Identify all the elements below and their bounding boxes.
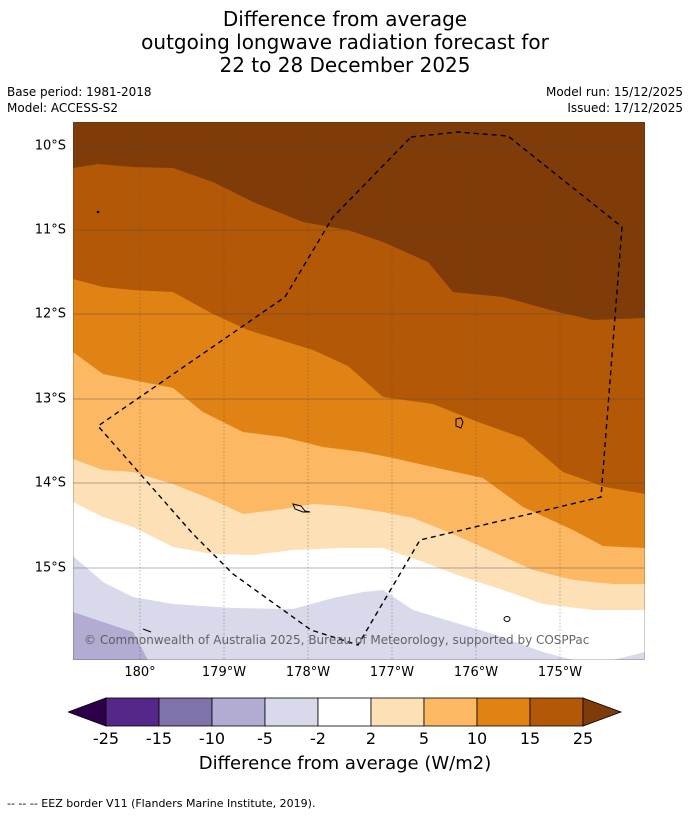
- model-run: Model run: 15/12/2025: [545, 85, 683, 99]
- colorbar-tick-10: 25: [572, 729, 594, 748]
- colorbar-tick-8: 10: [466, 729, 488, 748]
- lat-label-6: 15°S: [34, 560, 66, 576]
- island-2: [292, 503, 311, 513]
- lon-label-6: 175°W: [537, 665, 583, 680]
- lon-label-2: 179°W: [201, 665, 247, 680]
- colorbar-cell-5: [317, 697, 372, 727]
- colorbar-extend-high: [582, 697, 623, 727]
- colorbar-tick-3: -10: [198, 729, 226, 748]
- title-line-3: 22 to 28 December 2025: [219, 53, 471, 77]
- title-line-1: Difference from average: [222, 7, 468, 31]
- colorbar-cell-6: [370, 697, 425, 727]
- band-minus-5-to-minus-2-right: [613, 652, 645, 660]
- colorbar-tick-2: -15: [145, 729, 173, 748]
- lat-label-2: 11°S: [34, 222, 66, 238]
- eez-border: [96, 131, 623, 646]
- colorbar-cell-1: [105, 697, 160, 727]
- island-3: [503, 616, 511, 622]
- colorbar-tick-7: 5: [418, 729, 430, 748]
- model-name: Model: ACCESS-S2: [7, 101, 119, 115]
- colorbar-cell-9: [529, 697, 584, 727]
- lat-label-4: 13°S: [34, 391, 66, 407]
- colorbar-cell-7: [423, 697, 478, 727]
- colorbar-tick-4: -5: [257, 729, 273, 748]
- eez-footnote: -- -- -- EEZ border V11 (Flanders Marine…: [7, 797, 316, 810]
- colorbar-extend-low: [68, 697, 107, 727]
- colorbar-cell-3: [211, 697, 266, 727]
- olr-anomaly-map: [73, 122, 645, 660]
- meridians: [139, 122, 561, 660]
- base-period: Base period: 1981-2018: [7, 85, 152, 99]
- graticule: [73, 145, 645, 569]
- lat-label-3: 12°S: [34, 306, 66, 322]
- island-4: [142, 628, 152, 633]
- copyright-notice: © Commonwealth of Australia 2025, Bureau…: [84, 633, 590, 647]
- colorbar-cell-2: [158, 697, 213, 727]
- map-frame: [73, 122, 645, 660]
- colorbar-title: Difference from average (W/m2): [198, 753, 492, 774]
- lon-label-1: 180°: [124, 665, 156, 680]
- band-minus-10-to-minus-5: [73, 612, 148, 660]
- colorbar-tick-1: -25: [92, 729, 120, 748]
- colorbar-tick-6: 2: [365, 729, 377, 748]
- meta-left: Base period: 1981-2018 Model: ACCESS-S2: [7, 84, 152, 116]
- lat-label-1: 10°S: [34, 138, 66, 154]
- lon-label-3: 178°W: [285, 665, 331, 680]
- meta-right: Model run: 15/12/2025 Issued: 17/12/2025: [546, 84, 683, 116]
- lon-label-5: 176°W: [453, 665, 499, 680]
- issued-date: Issued: 17/12/2025: [567, 101, 683, 115]
- title-line-2: outgoing longwave radiation forecast for: [141, 30, 549, 54]
- colorbar-tick-9: 15: [519, 729, 541, 748]
- map-title: Difference from average outgoing longwav…: [0, 8, 690, 77]
- colorbar-cell-8: [476, 697, 531, 727]
- colorbar: [68, 697, 623, 727]
- island-5: [96, 210, 100, 214]
- island-1: [455, 417, 464, 429]
- colorbar-tick-5: -2: [310, 729, 326, 748]
- lat-label-5: 14°S: [34, 475, 66, 491]
- lon-label-4: 177°W: [369, 665, 415, 680]
- band-minus-5-to-minus-2: [73, 556, 573, 660]
- islands: [96, 210, 511, 633]
- colorbar-cell-4: [264, 697, 319, 727]
